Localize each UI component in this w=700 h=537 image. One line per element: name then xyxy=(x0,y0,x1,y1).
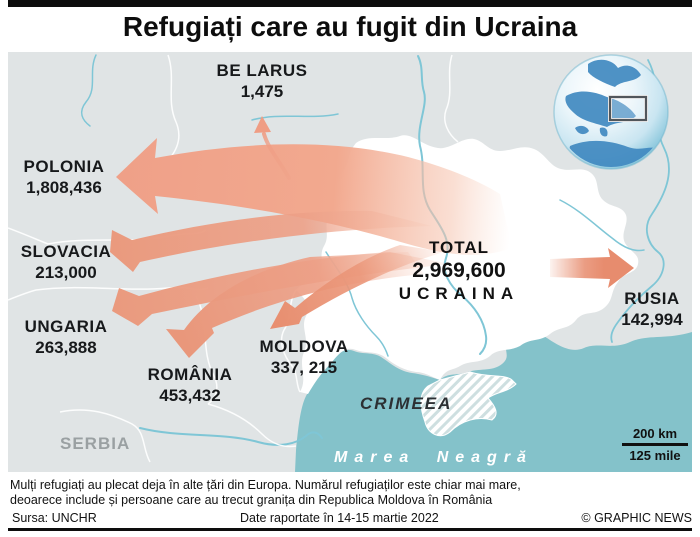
migration-arrows xyxy=(110,116,634,358)
footer-credit: © GRAPHIC NEWS xyxy=(581,511,692,525)
label-romania: ROMÂNIA 453,432 xyxy=(136,364,244,406)
label-total-ucraina: TOTAL 2,969,600 UCRAINA xyxy=(374,236,544,305)
label-ungaria: UNGARIA 263,888 xyxy=(12,316,120,358)
map-scale: 200 km 125 mile xyxy=(616,426,688,463)
total-country: UCRAINA xyxy=(398,284,520,303)
footer-source: Sursa: UNCHR xyxy=(12,511,97,525)
crimea-shape xyxy=(420,371,517,437)
ungaria-name: UNGARIA xyxy=(24,317,108,336)
romania-value: 453,432 xyxy=(159,386,221,405)
polonia-name: POLONIA xyxy=(23,157,105,176)
arrow-moldova xyxy=(270,245,444,329)
total-value: 2,969,600 xyxy=(412,259,506,282)
label-serbia: SERBIA xyxy=(60,434,131,453)
globe-locator-icon xyxy=(553,54,669,170)
map-artwork xyxy=(8,54,692,472)
label-crimeea: CRIMEEA xyxy=(360,394,453,413)
label-polonia: POLONIA 1,808,436 xyxy=(8,156,120,198)
scale-km: 200 km xyxy=(632,426,678,441)
top-black-bar xyxy=(8,0,692,7)
moldova-value: 337, 215 xyxy=(270,358,338,377)
label-rusia: RUSIA 142,994 xyxy=(610,288,692,330)
polonia-value: 1,808,436 xyxy=(26,178,102,197)
belarus-value: 1,475 xyxy=(240,82,284,101)
footer-date: Date raportate în 14-15 martie 2022 xyxy=(240,511,439,525)
moldova-name: MOLDOVA xyxy=(259,337,349,356)
black-sea-shape xyxy=(295,331,692,472)
arrow-belarus-line xyxy=(262,132,291,180)
rusia-name: RUSIA xyxy=(624,289,680,308)
page-title: Refugiați care au fugit din Ucraina xyxy=(122,11,578,42)
arrow-belarus-head xyxy=(254,116,271,133)
ungaria-value: 263,888 xyxy=(35,338,97,357)
scale-mile: 125 mile xyxy=(629,448,681,463)
map-canvas: BE LARUS 1,475 POLONIA 1,808,436 SLOVACI… xyxy=(8,52,692,472)
footer-note-line1: Mulți refugiați au plecat deja în alte ț… xyxy=(10,478,521,492)
arrow-slovacia xyxy=(110,210,432,272)
bottom-black-rule xyxy=(8,528,692,531)
label-belarus: BE LARUS 1,475 xyxy=(172,60,352,102)
rusia-value: 142,994 xyxy=(621,310,683,329)
scale-bar xyxy=(622,443,688,446)
total-label: TOTAL xyxy=(428,238,490,257)
slovacia-name: SLOVACIA xyxy=(20,242,112,261)
label-moldova: MOLDOVA 337, 215 xyxy=(248,336,360,378)
belarus-name: BE LARUS xyxy=(216,61,308,80)
label-slovacia: SLOVACIA 213,000 xyxy=(10,241,122,283)
arrow-rusia xyxy=(550,248,634,288)
label-black-sea: Marea Neagră xyxy=(334,449,533,466)
romania-name: ROMÂNIA xyxy=(147,365,233,384)
footer-note-line2: deoarece include și persoane care au tre… xyxy=(10,493,493,507)
slovacia-value: 213,000 xyxy=(35,263,97,282)
